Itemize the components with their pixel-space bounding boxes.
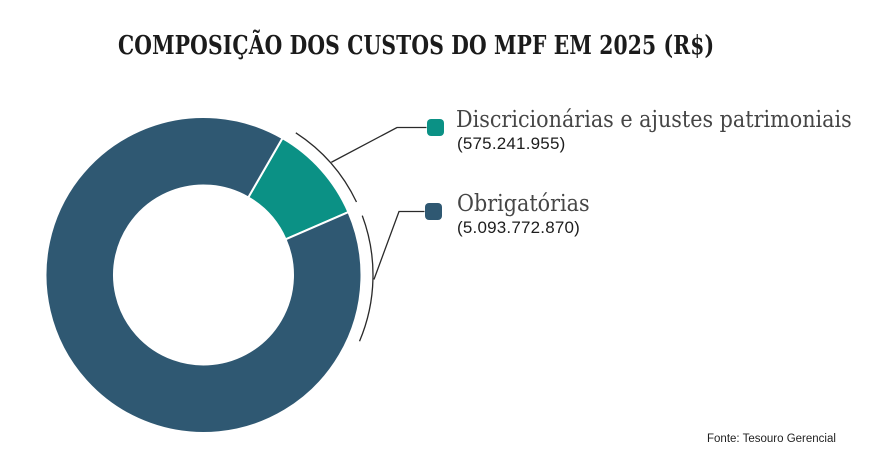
callout-leader-0	[331, 126, 427, 163]
legend-value-discricionarias: (575.241.955)	[457, 134, 566, 153]
source-note: Fonte: Tesouro Gerencial	[707, 433, 836, 445]
callout-bracket-0	[295, 132, 358, 203]
legend-label-discricionarias: Discricionárias e ajustes patrimoniais	[456, 107, 852, 133]
donut-slice-1	[44, 116, 363, 434]
callout-leader-1	[373, 210, 425, 280]
legend-swatch-discricionarias-icon	[427, 119, 444, 136]
legend-value-obrigatorias: (5.093.772.870)	[457, 218, 581, 237]
chart-title: COMPOSIÇÃO DOS CUSTOS DO MPF EM 2025 (R$…	[118, 31, 715, 61]
legend-swatch-obrigatorias-icon	[425, 203, 442, 220]
legend-label-obrigatorias: Obrigatórias	[457, 191, 590, 217]
callout-bracket-1	[358, 215, 374, 342]
